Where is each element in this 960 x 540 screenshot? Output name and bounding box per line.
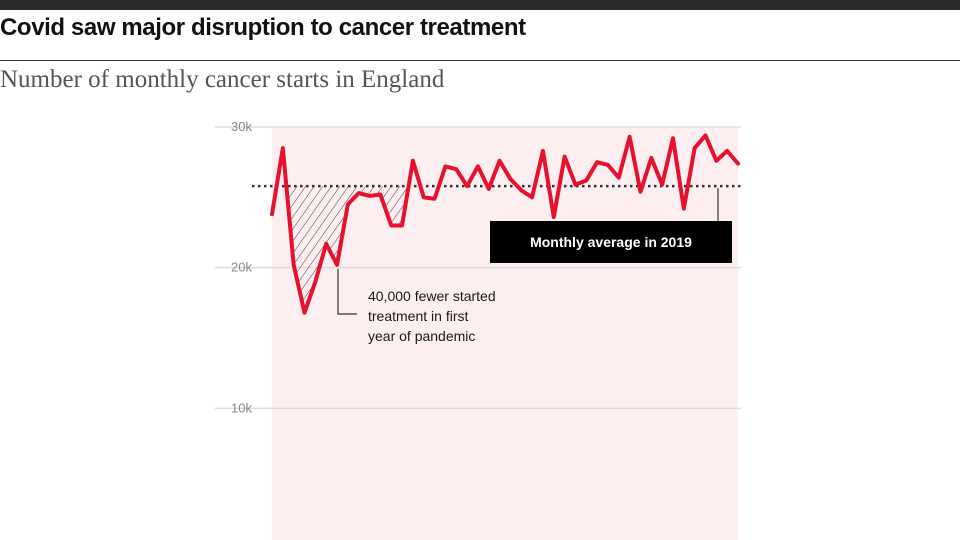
data-point <box>736 162 740 166</box>
data-point <box>487 187 491 191</box>
data-points <box>270 133 740 315</box>
data-point <box>292 263 296 267</box>
data-point <box>671 136 675 140</box>
data-point <box>660 183 664 187</box>
data-point <box>443 164 447 168</box>
deficit-hatch-area <box>286 186 409 313</box>
data-point <box>303 311 307 315</box>
data-point <box>270 212 274 216</box>
data-point <box>313 280 317 284</box>
data-point <box>465 184 469 188</box>
annotation-leader-line <box>337 268 357 315</box>
y-tick-label: 10k <box>231 400 252 415</box>
data-point <box>584 178 588 182</box>
title-divider <box>0 60 960 61</box>
series-line-monthly-starts <box>270 133 740 315</box>
data-point <box>335 263 339 267</box>
chart-title: Covid saw major disruption to cancer tre… <box>0 14 526 41</box>
y-tick-label: 20k <box>231 260 252 275</box>
data-point <box>378 193 382 197</box>
annotation-line: treatment in first <box>368 308 468 324</box>
data-point <box>324 242 328 246</box>
annotation-line: 40,000 fewer started <box>368 288 496 304</box>
data-point <box>682 207 686 211</box>
data-point <box>476 164 480 168</box>
data-point <box>693 146 697 150</box>
data-point <box>357 191 361 195</box>
y-tick-label: 30k <box>231 119 252 134</box>
data-point <box>508 177 512 181</box>
data-point <box>519 188 523 192</box>
data-point <box>714 159 718 163</box>
data-point <box>281 146 285 150</box>
data-point <box>346 202 350 206</box>
average-label-box <box>490 221 732 263</box>
data-point <box>541 149 545 153</box>
data-point <box>411 159 415 163</box>
data-point <box>433 197 437 201</box>
data-point <box>595 160 599 164</box>
data-point <box>617 176 621 180</box>
data-point <box>606 163 610 167</box>
data-point <box>498 159 502 163</box>
data-point <box>400 223 404 227</box>
data-point <box>454 167 458 171</box>
data-point <box>422 195 426 199</box>
chart-subtitle: Number of monthly cancer starts in Engla… <box>0 66 445 93</box>
data-point <box>703 133 707 137</box>
annotation-line: year of pandemic <box>368 328 475 344</box>
data-point <box>368 194 372 198</box>
average-label-text: Monthly average in 2019 <box>530 234 692 250</box>
data-point <box>389 223 393 227</box>
annotation-text: 40,000 fewer started treatment in first ye… <box>368 288 496 344</box>
data-point <box>725 149 729 153</box>
top-bar <box>0 0 960 10</box>
data-point <box>563 155 567 159</box>
data-point <box>628 135 632 139</box>
data-point <box>573 183 577 187</box>
data-point <box>552 215 556 219</box>
data-point <box>649 156 653 160</box>
data-point <box>530 195 534 199</box>
deficit-hatch <box>286 186 409 313</box>
data-point <box>638 190 642 194</box>
